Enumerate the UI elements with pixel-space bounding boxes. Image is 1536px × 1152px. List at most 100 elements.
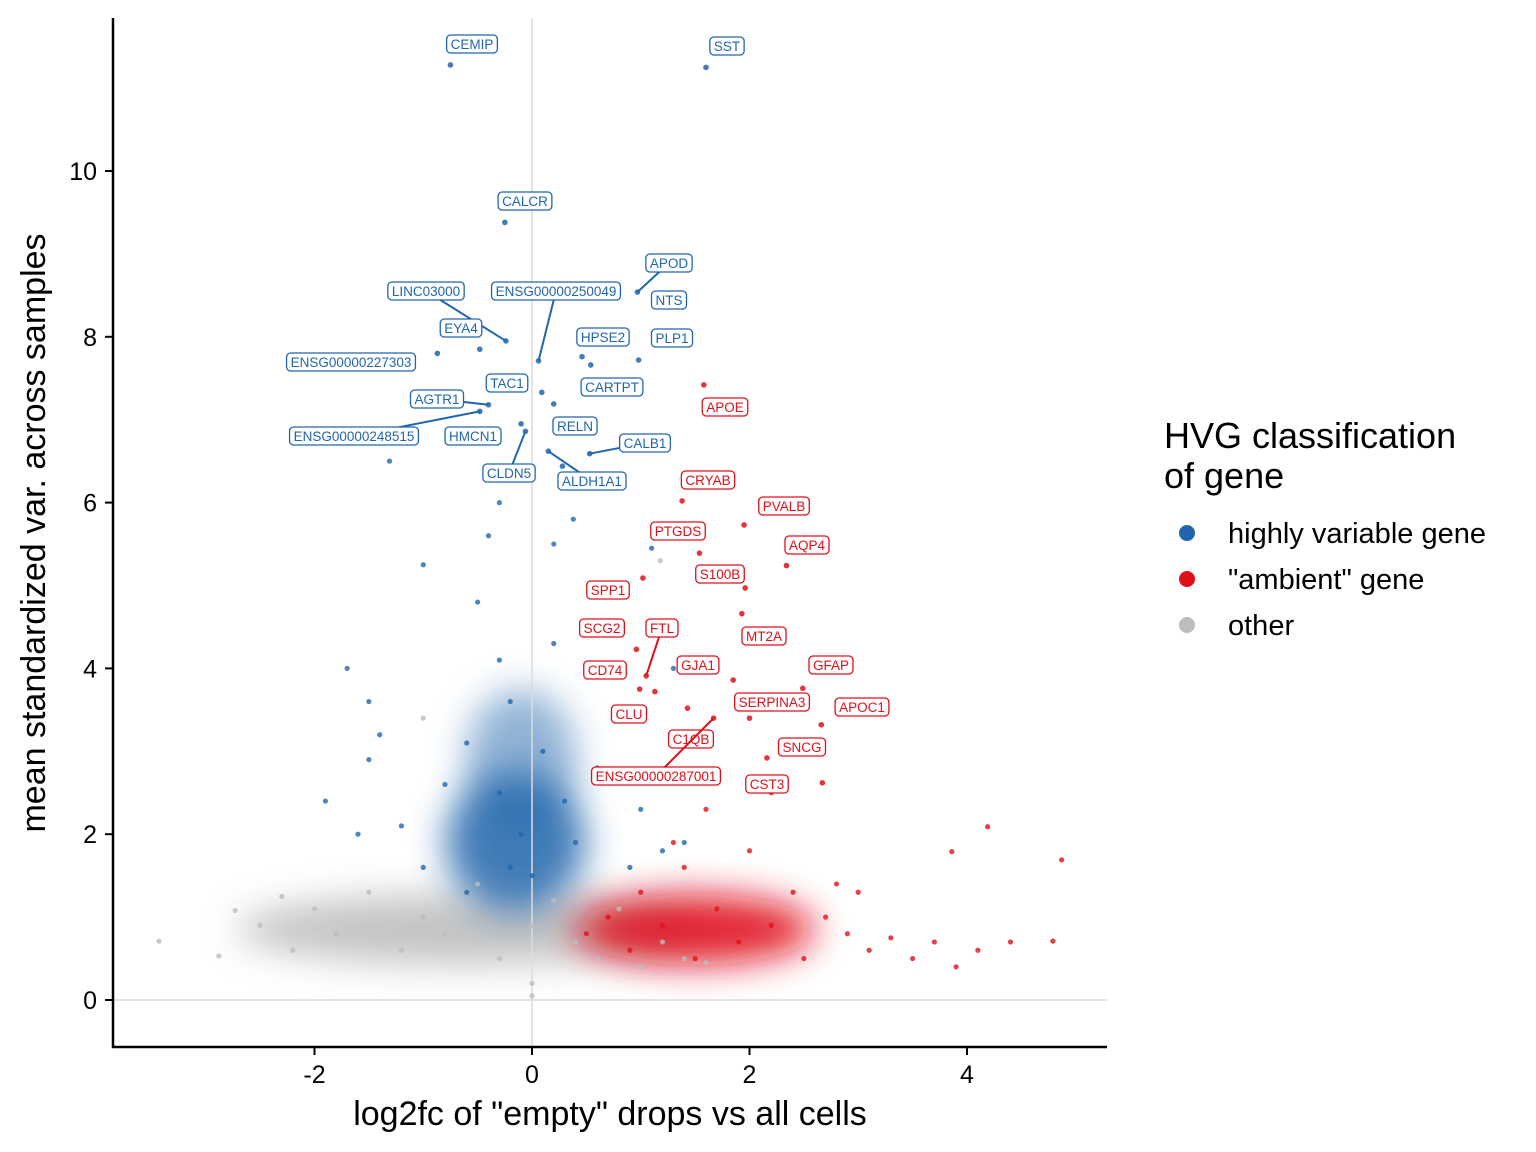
gene-label-text: CD74 [588, 663, 623, 678]
labeled-gene-point [502, 219, 508, 226]
data-point [692, 955, 698, 962]
data-point [442, 931, 448, 937]
labeled-gene-point [477, 346, 483, 353]
data-point [290, 947, 296, 953]
data-point [949, 849, 955, 855]
legend-label-other: other [1228, 610, 1294, 642]
gene-label-ensg00000227303: ENSG00000227303 [285, 352, 417, 372]
gene-label-eya4: EYA4 [439, 318, 483, 338]
data-point [398, 823, 405, 829]
data-point [496, 657, 502, 663]
gene-label-box [701, 397, 749, 417]
labeled-gene-point [538, 389, 545, 396]
y-tick-label: 6 [83, 490, 97, 518]
gene-label-box [834, 697, 890, 717]
hvg-density-upper [466, 689, 577, 830]
data-point [703, 960, 709, 966]
data-point [649, 545, 655, 551]
gene-label-box [387, 281, 465, 301]
gene-label-hmcn1: HMCN1 [444, 426, 502, 446]
gene-label-cartpt: CARTPT [580, 377, 644, 397]
y-tick-label: 10 [69, 158, 97, 186]
other-density [236, 894, 697, 965]
labeled-gene-point [518, 421, 524, 427]
data-point [616, 906, 622, 912]
gene-label-box [676, 655, 720, 675]
labeled-gene-point [633, 646, 640, 653]
data-point [681, 864, 687, 870]
gene-label-box [578, 618, 626, 638]
gene-label-box [485, 373, 529, 393]
gene-label-text: GFAP [813, 658, 849, 673]
data-point [420, 715, 426, 721]
gene-label-text: SNCG [782, 740, 821, 755]
gene-label-box [650, 521, 706, 541]
gene-label-text: PLP1 [655, 331, 688, 346]
labeled-gene-point [746, 715, 753, 721]
y-tick-label: 8 [83, 324, 97, 352]
data-point [420, 914, 426, 920]
gene-label-apoe: APOE [701, 397, 749, 417]
data-point [910, 955, 916, 962]
labeled-gene-point [696, 550, 703, 556]
gene-label-box [576, 327, 630, 347]
data-point [638, 889, 644, 895]
gene-label-box [650, 328, 694, 348]
gene-label-hpse2: HPSE2 [576, 327, 630, 347]
data-point [790, 889, 796, 895]
data-point [681, 839, 687, 846]
gene-label-box [409, 389, 465, 409]
point-density-layer [236, 689, 816, 965]
data-point [888, 935, 894, 941]
gene-label-text: CALB1 [624, 436, 667, 451]
gene-label-text: S100B [700, 567, 741, 582]
gene-label-box [285, 352, 417, 372]
gene-label-tac1: TAC1 [485, 373, 529, 393]
legend: HVG classification of gene highly variab… [1164, 415, 1486, 642]
data-point [746, 848, 753, 854]
gene-label-box [580, 377, 644, 397]
gene-label-serpina3: SERPINA3 [733, 692, 811, 712]
x-axis-title: log2fc of "empty" drops vs all cells [353, 1095, 867, 1133]
legend-title-line-1: HVG classification [1164, 415, 1456, 456]
data-point [485, 533, 492, 539]
gene-label-text: ENSG00000227303 [291, 355, 412, 370]
data-point [279, 893, 285, 899]
data-point [638, 964, 644, 970]
gene-label-c1qb: C1QB [667, 729, 715, 749]
gene-label-ensg00000287001: ENSG00000287001 [590, 717, 722, 786]
data-point [1050, 938, 1056, 944]
gene-label-box [733, 692, 811, 712]
gene-label-scg2: SCG2 [578, 618, 626, 638]
points-layer [156, 62, 1065, 999]
gene-label-apod: APOD [636, 253, 693, 293]
gene-label-text: SPP1 [591, 583, 626, 598]
gene-label-text: MT2A [746, 629, 782, 644]
data-point [464, 740, 470, 746]
data-point [975, 947, 981, 953]
gene-label-text: LINC03000 [392, 284, 460, 299]
data-point [475, 881, 481, 887]
gene-label-cemip: CEMIP [445, 34, 499, 54]
labeled-gene-point [819, 780, 826, 786]
data-point [844, 931, 850, 937]
labeled-gene-point [741, 522, 747, 528]
gene-label-text: SST [714, 39, 740, 54]
labeled-gene-point [701, 382, 707, 388]
labeled-gene-point [742, 585, 748, 591]
gene-label-text: PVALB [763, 499, 806, 514]
axis-ticks: -2 0 2 4 0 2 4 6 8 10 [69, 158, 974, 1089]
gene-label-box [552, 416, 598, 436]
data-point [322, 798, 328, 804]
data-point [736, 939, 742, 945]
gene-label-box [741, 626, 787, 646]
labeled-gene-point [587, 362, 594, 368]
data-point [475, 599, 481, 605]
gene-label-box [439, 318, 483, 338]
gene-label-box [745, 774, 789, 794]
data-point [1007, 939, 1014, 945]
gene-label-box [784, 535, 830, 555]
x-tick-label: 0 [525, 1061, 539, 1089]
gene-label-leader [537, 290, 557, 362]
